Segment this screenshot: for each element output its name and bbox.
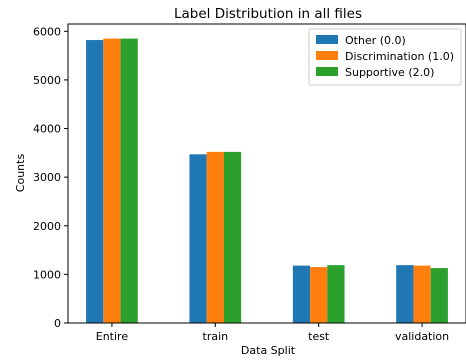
chart-title: Label Distribution in all files: [174, 6, 362, 22]
legend-label: Supportive (2.0): [345, 66, 434, 79]
legend-swatch: [316, 67, 338, 76]
bar-entire-series-3: [120, 38, 138, 324]
bars-group: [86, 38, 448, 324]
bar-validation-series-2: [413, 265, 431, 323]
bar-validation-series-3: [430, 268, 448, 323]
x-axis: Entire train test validation: [96, 323, 449, 343]
y-axis: 0 1000 2000 3000 4000 5000 6000: [33, 25, 68, 330]
legend-label: Other (0.0): [345, 34, 406, 47]
x-tick-label: validation: [395, 330, 449, 343]
y-axis-title: Counts: [14, 154, 27, 193]
y-tick-label: 5000: [33, 74, 61, 87]
bar-entire-series-1: [86, 40, 104, 323]
x-tick-label: test: [308, 330, 330, 343]
y-tick-label: 0: [54, 317, 61, 330]
bar-test-series-1: [292, 265, 311, 323]
legend-label: Discrimination (1.0): [345, 50, 454, 63]
plot-frame: [67, 23, 466, 324]
y-tick-label: 4000: [33, 123, 61, 136]
legend: Other (0.0) Discrimination (1.0) Supportiv…: [308, 28, 462, 86]
y-tick-label: 1000: [33, 268, 61, 281]
bar-entire-series-2: [103, 38, 121, 324]
x-tick-label: Entire: [96, 330, 129, 343]
bar-train-series-1: [189, 154, 207, 323]
bar-train-series-2: [206, 151, 224, 323]
legend-swatch: [316, 51, 338, 60]
bar-train-series-3: [223, 151, 242, 323]
bar-validation-series-1: [396, 265, 414, 323]
bar-test-series-2: [310, 267, 328, 323]
y-tick-label: 6000: [33, 25, 61, 38]
legend-swatch: [316, 35, 338, 44]
x-tick-label: train: [203, 330, 229, 343]
y-tick-label: 2000: [33, 220, 61, 233]
bar-test-series-3: [327, 265, 345, 323]
legend-box: [308, 28, 462, 86]
y-tick-label: 3000: [33, 171, 61, 184]
x-axis-title: Data Split: [241, 344, 296, 357]
